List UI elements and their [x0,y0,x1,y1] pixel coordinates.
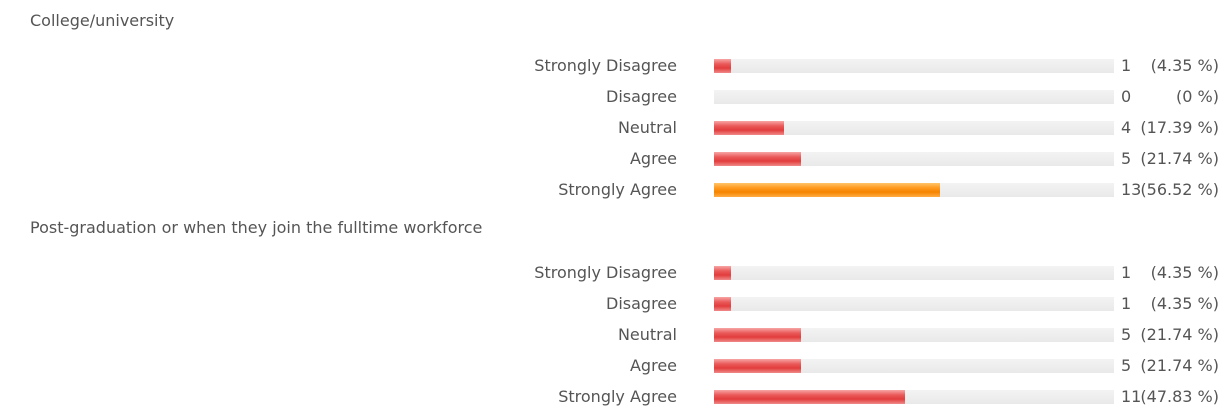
percent-label: (21.74 %) [1140,325,1219,344]
percent-label: (47.83 %) [1140,387,1219,406]
bar [714,297,731,311]
percent-label: (4.35 %) [1150,294,1219,313]
bar [714,390,905,404]
bar-row: Neutral 5 (21.74 %) [0,325,1224,345]
category-label: Agree [629,356,677,375]
bar-row: Agree 5 (21.74 %) [0,149,1224,169]
category-label: Strongly Disagree [534,263,677,282]
percent-label: (56.52 %) [1140,180,1219,199]
percent-label: (21.74 %) [1140,356,1219,375]
count-label: 5 [1121,149,1132,168]
category-label: Strongly Agree [558,387,677,406]
bar-track [714,266,1114,280]
bar [714,359,801,373]
bar-row: Strongly Disagree 1 (4.35 %) [0,56,1224,76]
bar-track [714,59,1114,73]
category-label: Agree [629,149,677,168]
count-label: 4 [1121,118,1132,137]
count-label: 13 [1121,180,1142,199]
percent-label: (0 %) [1176,87,1219,106]
count-label: 5 [1121,356,1132,375]
count-label: 1 [1121,56,1132,75]
count-label: 1 [1121,263,1132,282]
bar-track [714,121,1114,135]
bar [714,152,801,166]
percent-label: (21.74 %) [1140,149,1219,168]
count-label: 11 [1121,387,1142,406]
bar-track [714,297,1114,311]
chart-title: Post-graduation or when they join the fu… [30,218,483,237]
count-label: 0 [1121,87,1132,106]
bar-track [714,390,1114,404]
category-label: Strongly Disagree [534,56,677,75]
percent-label: (17.39 %) [1140,118,1219,137]
bar-track [714,90,1114,104]
bar-track [714,359,1114,373]
category-label: Disagree [606,87,677,106]
bar [714,328,801,342]
percent-label: (4.35 %) [1150,263,1219,282]
category-label: Neutral [617,118,677,137]
bar-row: Disagree 0 (0 %) [0,87,1224,107]
chart-title: College/university [30,11,175,30]
bar [714,183,940,197]
bar [714,59,731,73]
bar [714,121,784,135]
category-label: Disagree [606,294,677,313]
bar-track [714,328,1114,342]
percent-label: (4.35 %) [1150,56,1219,75]
bar-row: Strongly Agree 11 (47.83 %) [0,387,1224,407]
category-label: Strongly Agree [558,180,677,199]
category-label: Neutral [617,325,677,344]
bar-row: Strongly Agree 13 (56.52 %) [0,180,1224,200]
bar-track [714,183,1114,197]
count-label: 1 [1121,294,1132,313]
bar-track [714,152,1114,166]
bar-row: Neutral 4 (17.39 %) [0,118,1224,138]
bar [714,266,731,280]
count-label: 5 [1121,325,1132,344]
bar-row: Agree 5 (21.74 %) [0,356,1224,376]
bar-row: Disagree 1 (4.35 %) [0,294,1224,314]
bar-row: Strongly Disagree 1 (4.35 %) [0,263,1224,283]
